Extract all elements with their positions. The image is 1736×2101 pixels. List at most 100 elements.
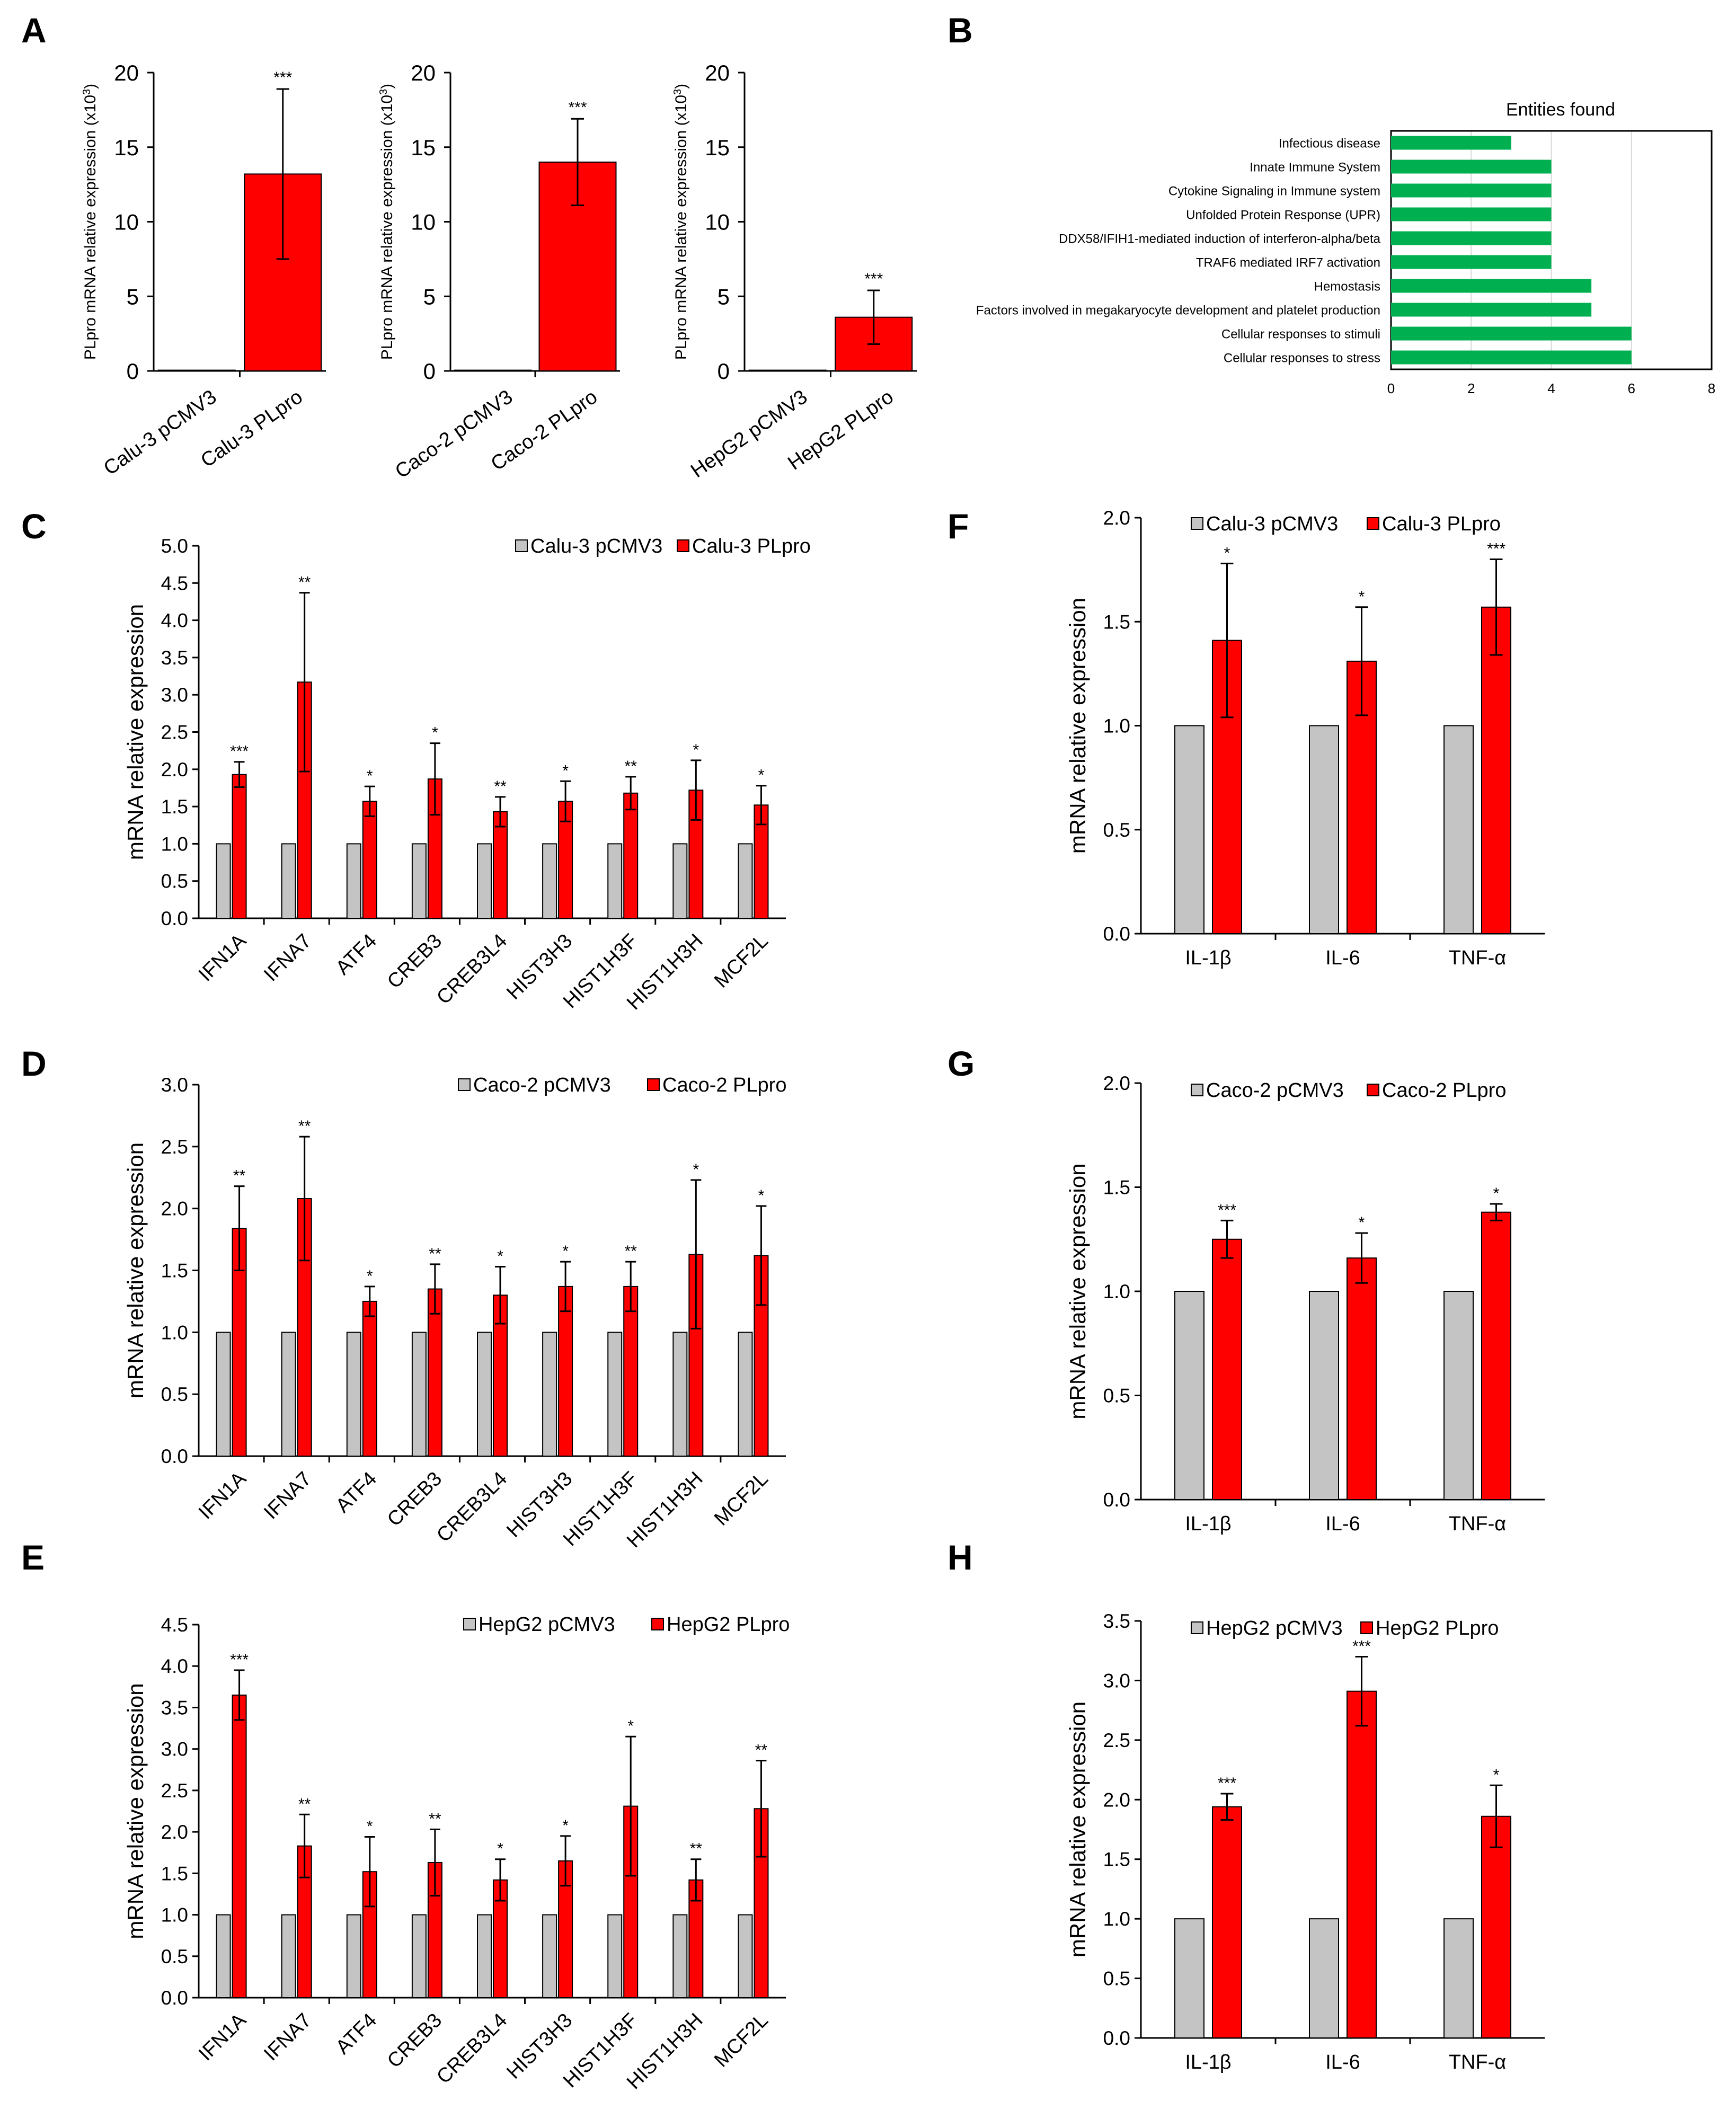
legend: HepG2 pCMV3 HepG2 PLpro (1191, 1617, 1499, 1639)
y-tick-label: 5 (423, 284, 436, 309)
bar-treated (232, 1694, 247, 1998)
significance-label: * (497, 1247, 503, 1265)
plot-frame (1390, 130, 1713, 370)
legend-label-treated: Calu-3 PLpro (1382, 513, 1501, 535)
y-tick-label: 1.5 (161, 1863, 188, 1884)
y-tick-label: 2.5 (1103, 1730, 1130, 1751)
bar-control (542, 843, 557, 919)
x-category-label: CREB3L4 (432, 2009, 511, 2088)
x-tick-label: 4 (1547, 380, 1555, 396)
x-tick-label: 6 (1628, 380, 1635, 396)
panel-label-f: F (947, 507, 969, 546)
bar-control (738, 843, 753, 919)
bar-treated (232, 774, 247, 919)
chart-f: 0.0 0.5 1.0 1.5 2.0 * IL-1β * IL-6 *** TNF-α mRNA r… (1065, 507, 1545, 969)
legend-swatch-control (463, 1618, 476, 1630)
y-tick-label: 5 (127, 284, 139, 309)
significance-label: *** (1218, 1201, 1236, 1219)
bar-control (216, 843, 231, 919)
significance-label: *** (273, 69, 292, 86)
x-category-label: IFNA7 (260, 930, 316, 986)
bar-control (216, 1332, 231, 1457)
bar-treated (1347, 660, 1377, 934)
significance-label: *** (864, 270, 883, 288)
legend-swatch-treated (647, 1078, 660, 1091)
y-tick-label: 2.0 (1103, 507, 1130, 529)
bar (1391, 231, 1552, 245)
category-label: Innate Immune System (1250, 161, 1380, 175)
y-tick-label: 0.0 (1103, 2027, 1130, 2049)
y-tick-label: 15 (705, 135, 730, 160)
significance-label: * (562, 762, 569, 779)
legend-swatch-treated (1367, 1084, 1379, 1096)
y-tick-label: 3.5 (1103, 1610, 1130, 1632)
bar-control (542, 1332, 557, 1457)
legend-label-treated: HepG2 PLpro (667, 1614, 790, 1636)
y-axis-label-text: PLpro mRNA relative expression (x10 (82, 95, 99, 360)
legend-label-control: HepG2 pCMV3 (479, 1614, 615, 1636)
significance-label: * (1359, 588, 1365, 606)
y-axis-label-text: PLpro mRNA relative expression (x10 (378, 95, 396, 360)
bar-control (477, 843, 492, 919)
bar-control (1443, 1918, 1474, 2038)
significance-label: * (693, 1161, 699, 1178)
bar-control (411, 843, 427, 919)
significance-label: *** (1487, 540, 1505, 558)
significance-label: * (367, 767, 373, 785)
y-tick-label: 1.0 (161, 1322, 188, 1343)
legend-label-treated: Caco-2 PLpro (1382, 1079, 1506, 1102)
x-category-label: IFN1A (194, 2009, 251, 2065)
bar-treated (362, 801, 377, 919)
y-tick-label: 1.5 (1103, 1849, 1130, 1870)
significance-label: ** (625, 758, 637, 775)
bar-control (1443, 1291, 1474, 1500)
significance-label: * (1493, 1185, 1500, 1202)
panel-label-c: C (21, 507, 47, 546)
y-tick-label: 1.0 (161, 1904, 188, 1926)
legend: Caco-2 pCMV3 Caco-2 PLpro (1191, 1079, 1506, 1102)
y-axis-label: mRNA relative expression (1065, 598, 1090, 854)
chart-title: Entities found (1506, 100, 1615, 120)
bar (748, 369, 827, 372)
bar-control (346, 1914, 361, 1999)
significance-label: *** (230, 743, 249, 760)
legend-label-control: HepG2 pCMV3 (1206, 1617, 1343, 1639)
y-tick-label: 0 (127, 359, 139, 384)
category-label: Infectious disease (1279, 137, 1380, 151)
bar-treated (1347, 1257, 1377, 1501)
y-tick-label: 0.5 (161, 871, 188, 892)
legend-swatch-treated (651, 1618, 664, 1630)
significance-label: *** (568, 99, 587, 116)
bar-control (1174, 725, 1204, 934)
bar (1391, 279, 1592, 293)
legend-label-treated: Caco-2 PLpro (662, 1074, 786, 1096)
y-axis-label: PLpro mRNA relative expression (x103) (81, 84, 99, 360)
x-category-label: IFNA7 (260, 2009, 316, 2065)
legend-label-control: Caco-2 pCMV3 (1206, 1079, 1344, 1102)
x-category-label: TNF-α (1449, 2051, 1507, 2073)
x-category-label: IL-6 (1325, 2051, 1360, 2073)
bar-treated (493, 811, 508, 919)
bar-control (672, 1914, 688, 1999)
y-tick-label: 0.0 (161, 908, 188, 929)
panel-label-b: B (947, 11, 973, 50)
bar (1391, 207, 1552, 221)
x-category-label: IL-1β (1185, 947, 1231, 969)
y-axis-label-suffix: ) (82, 84, 99, 89)
bar-control (1174, 1918, 1204, 2038)
significance-label: *** (230, 1651, 249, 1669)
chart-e: 0.00.51.01.52.02.53.03.54.04.5***IFN1A**… (123, 1614, 790, 2094)
y-tick-label: 0.0 (161, 1446, 188, 1467)
bar-control (281, 1914, 296, 1999)
x-category-label: CREB3L4 (432, 1468, 511, 1547)
bar-treated (1212, 640, 1242, 934)
x-category-label: TNF-α (1449, 1513, 1507, 1535)
y-tick-label: 4.5 (161, 1614, 188, 1636)
x-category-label: IL-1β (1185, 2051, 1231, 2073)
y-tick-label: 3.5 (161, 647, 188, 669)
x-category-label: TNF-α (1449, 947, 1507, 969)
y-tick-label: 10 (411, 210, 436, 235)
chart-b: Entities found Infectious disease Innate I… (976, 100, 1715, 396)
x-tick-label: 2 (1467, 380, 1475, 396)
